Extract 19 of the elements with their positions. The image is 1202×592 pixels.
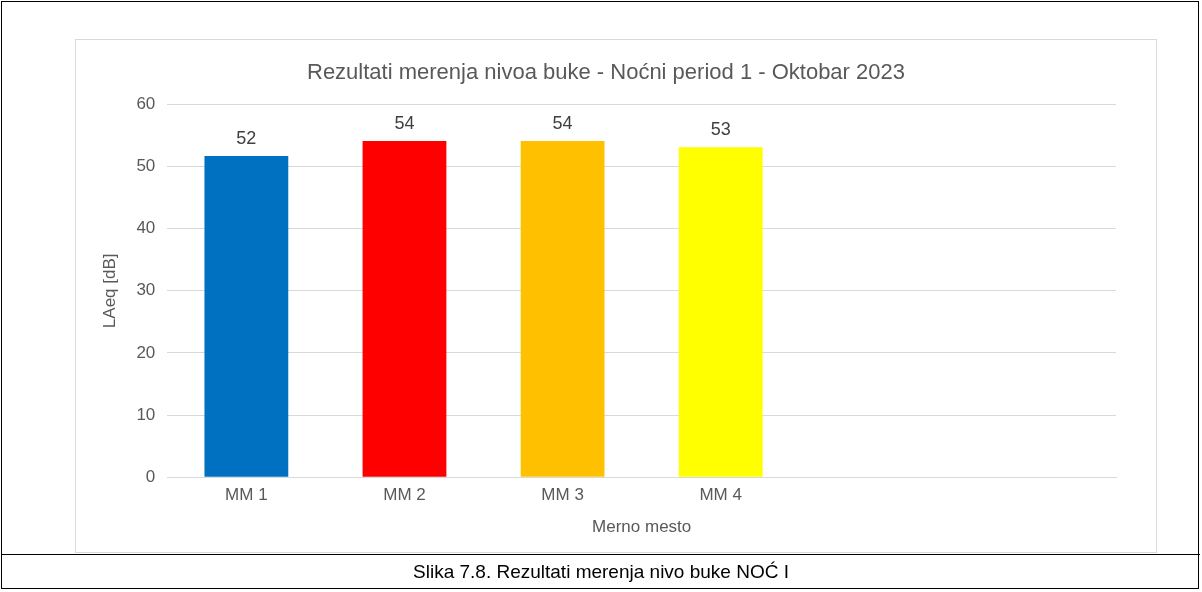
y-tick-label: 60 xyxy=(136,94,156,114)
x-axis-title: Merno mesto xyxy=(592,517,692,537)
y-tick-label: 10 xyxy=(136,404,156,424)
y-axis-title: LAeq [dB] xyxy=(99,253,119,329)
x-tick-label: MM 2 xyxy=(383,485,426,505)
y-tick-label: 20 xyxy=(136,342,156,362)
x-tick-label: MM 1 xyxy=(225,485,268,505)
data-label: 54 xyxy=(552,113,573,134)
y-tick-label: 0 xyxy=(145,466,156,486)
text: Slika 7.8. Rezultati merenja nivo buke NOĆ I xyxy=(2,554,1200,591)
data-label: 52 xyxy=(236,127,257,148)
x-tick-label: MM 3 xyxy=(541,485,584,505)
data-label: 53 xyxy=(710,119,731,140)
x-tick-label: MM 4 xyxy=(699,485,742,505)
data-label: 54 xyxy=(394,113,415,134)
y-tick-label: 50 xyxy=(136,156,156,176)
y-tick-label: 30 xyxy=(136,280,156,300)
y-tick-label: 40 xyxy=(136,218,156,238)
chart-title: Rezultati merenja nivoa buke - Noćni period 1 - Oktobar 2023 xyxy=(307,59,905,85)
